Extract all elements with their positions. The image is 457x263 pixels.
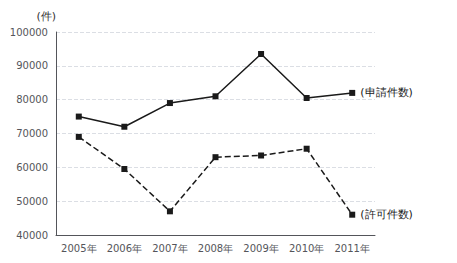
svg-text:2006年: 2006年 bbox=[107, 243, 142, 254]
svg-text:100000: 100000 bbox=[10, 27, 48, 38]
svg-text:2005年: 2005年 bbox=[61, 243, 96, 254]
svg-text:70000: 70000 bbox=[16, 128, 48, 139]
svg-text:(許可件数): (許可件数) bbox=[360, 208, 413, 221]
svg-text:80000: 80000 bbox=[16, 94, 48, 105]
svg-text:2008年: 2008年 bbox=[198, 243, 233, 254]
svg-text:2010年: 2010年 bbox=[289, 243, 324, 254]
svg-text:(件): (件) bbox=[36, 10, 56, 23]
svg-text:60000: 60000 bbox=[16, 162, 48, 173]
svg-text:40000: 40000 bbox=[16, 230, 48, 241]
svg-text:2007年: 2007年 bbox=[152, 243, 187, 254]
svg-text:2011年: 2011年 bbox=[334, 243, 369, 254]
svg-text:90000: 90000 bbox=[16, 60, 48, 71]
svg-text:50000: 50000 bbox=[16, 196, 48, 207]
svg-text:2009年: 2009年 bbox=[243, 243, 278, 254]
svg-text:(申請件数): (申請件数) bbox=[360, 86, 413, 99]
